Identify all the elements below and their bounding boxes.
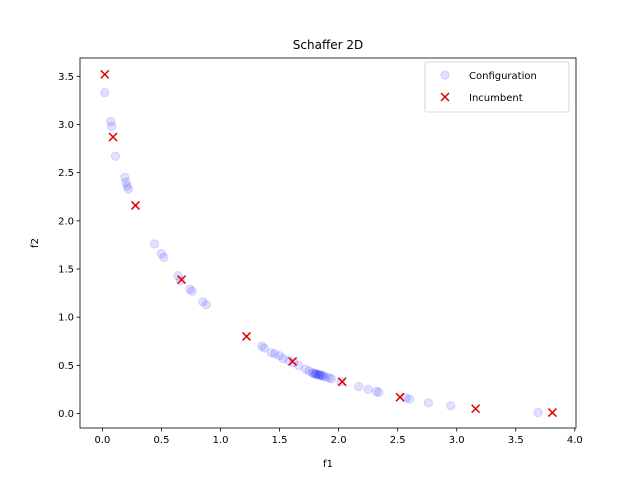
- legend-configuration-marker: [440, 70, 450, 80]
- configuration-point: [120, 172, 130, 183]
- legend-frame: [424, 61, 570, 113]
- legend: Configuration Incumbent: [424, 61, 570, 113]
- configuration-point: [311, 369, 321, 379]
- configuration-point: [257, 341, 267, 351]
- y-tick-label: 0.0: [58, 409, 74, 420]
- incumbent-point: [471, 404, 481, 414]
- incumbent-point: [288, 356, 298, 367]
- configuration-point: [266, 348, 277, 358]
- configuration-point: [354, 381, 364, 392]
- configuration-point: [278, 353, 288, 364]
- configuration-point: [107, 121, 117, 132]
- configuration-point: [149, 239, 160, 249]
- axes-frame: [79, 57, 577, 429]
- configuration-point: [185, 284, 195, 294]
- configuration-point: [110, 151, 121, 161]
- x-tick-label: 2.5: [390, 435, 406, 446]
- configuration-point: [317, 371, 327, 381]
- configuration-point: [320, 372, 331, 382]
- configuration-point: [106, 116, 116, 127]
- incumbent-point: [547, 408, 557, 418]
- configuration-point: [533, 407, 543, 418]
- y-tick-label: 0.5: [58, 361, 74, 372]
- x-axis-label: f1: [323, 459, 333, 470]
- configuration-point: [313, 370, 324, 380]
- configuration-point: [201, 299, 212, 310]
- configuration-point: [404, 394, 415, 404]
- x-tick-label: 3.5: [508, 435, 524, 446]
- configuration-point: [363, 384, 373, 395]
- legend-incumbent-label: Incumbent: [469, 93, 523, 104]
- incumbent-point: [130, 200, 141, 210]
- chart-title: Schaffer 2D: [293, 38, 363, 52]
- configuration-point: [310, 369, 320, 379]
- configuration-point: [156, 248, 167, 259]
- plot-area: [100, 69, 557, 418]
- configuration-point: [293, 360, 304, 371]
- x-tick-label: 1.5: [272, 435, 288, 446]
- y-tick-label: 1.0: [58, 313, 74, 324]
- configuration-point: [270, 349, 280, 359]
- configuration-point: [198, 297, 208, 307]
- configuration-point: [316, 370, 326, 380]
- configuration-point: [423, 398, 434, 408]
- configuration-point: [259, 343, 269, 353]
- y-axis-label: f2: [30, 238, 41, 248]
- y-tick-label: 3.5: [58, 72, 74, 83]
- incumbent-point: [395, 392, 405, 402]
- configuration-point: [307, 368, 318, 378]
- configuration-point: [122, 181, 132, 191]
- legend-configuration-label: Configuration: [469, 71, 537, 82]
- x-tick-label: 0.0: [94, 435, 110, 446]
- configuration-point: [324, 373, 334, 383]
- configuration-point: [446, 401, 456, 411]
- configuration-point: [300, 364, 311, 374]
- y-tick-label: 3.0: [58, 120, 74, 131]
- configuration-point: [318, 371, 328, 381]
- incumbent-point: [177, 275, 187, 285]
- configuration-point: [371, 386, 382, 397]
- configuration-point: [274, 351, 285, 361]
- y-tick-label: 1.5: [58, 265, 74, 276]
- configuration-point: [326, 374, 337, 384]
- configuration-point: [374, 387, 384, 398]
- configuration-point: [159, 252, 169, 263]
- configuration-point: [309, 368, 319, 378]
- x-tick-label: 1.0: [213, 435, 229, 446]
- configuration-point: [100, 87, 110, 98]
- configuration-point: [312, 369, 323, 379]
- y-tick-label: 2.5: [58, 168, 74, 179]
- incumbent-point: [100, 69, 110, 79]
- configuration-point: [315, 370, 325, 380]
- x-tick-label: 3.0: [449, 435, 465, 446]
- x-tick-label: 2.0: [331, 435, 347, 446]
- incumbent-point: [337, 377, 347, 387]
- series-incumbent: [100, 69, 557, 418]
- incumbent-point: [241, 331, 252, 341]
- axis-ticks: 0.0 0.5 1.0 1.5 2.0 2.5 3.0 3.5 4.0 0.0 0.5 1.0 1.5 2…: [58, 72, 583, 446]
- y-tick-label: 2.0: [58, 216, 74, 227]
- legend-incumbent-marker: [440, 92, 450, 102]
- x-tick-label: 4.0: [567, 435, 583, 446]
- configuration-point: [304, 366, 314, 376]
- configuration-point: [187, 286, 197, 296]
- incumbent-point: [108, 132, 118, 142]
- x-tick-label: 0.5: [154, 435, 170, 446]
- configuration-point: [123, 184, 134, 194]
- configuration-point: [121, 177, 131, 187]
- configuration-point: [336, 377, 346, 387]
